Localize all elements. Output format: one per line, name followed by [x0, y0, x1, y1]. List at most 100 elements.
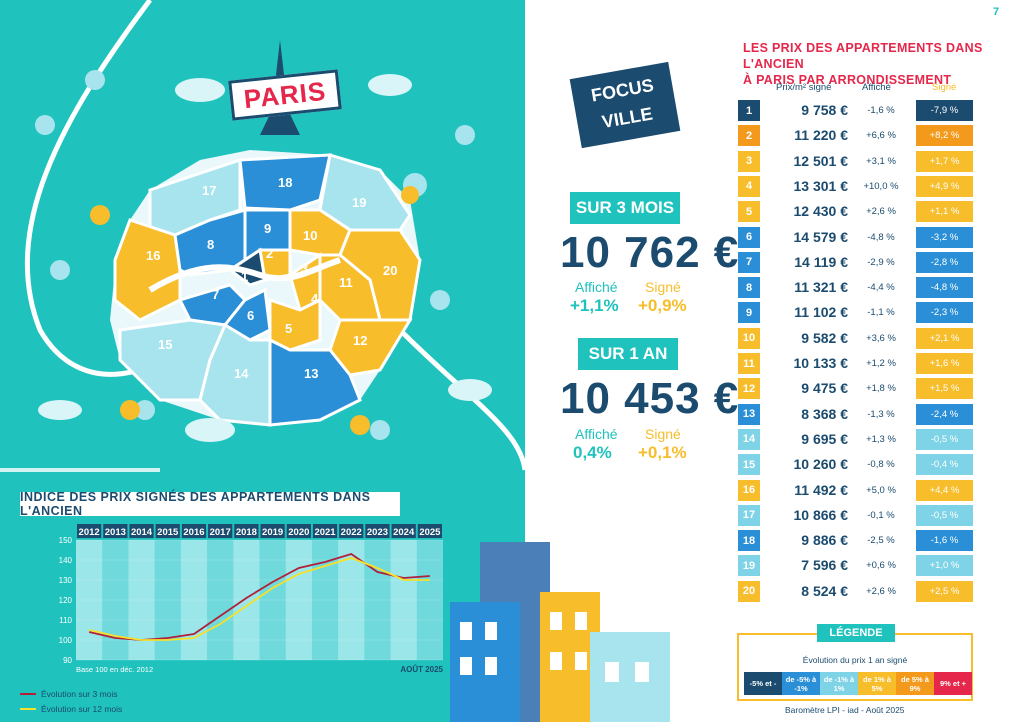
signe-value: -2,3 % [916, 302, 973, 324]
affiche-value: +6,6 % [866, 130, 896, 142]
svg-text:7: 7 [212, 287, 219, 302]
table-row: 17 10 866 € -0,1 % -0,5 % [738, 504, 973, 526]
one-year-signe-label: Signé [645, 426, 681, 442]
chart-legend: Évolution sur 3 mois Évolution sur 12 mo… [20, 686, 220, 716]
affiche-value: -2,5 % [867, 535, 895, 547]
arrondissement-number: 2 [738, 125, 760, 147]
signe-value: +8,2 % [916, 125, 973, 147]
price-value: 12 430 € [793, 203, 849, 220]
price-value: 8 368 € [801, 405, 848, 422]
price-value: 11 220 € [794, 127, 848, 144]
price-value: 10 133 € [793, 355, 849, 371]
table-row: 10 9 582 € +3,6 % +2,1 % [738, 327, 973, 349]
x-tick-label: 2020 [288, 527, 309, 538]
y-tick-label: 90 [63, 656, 72, 665]
table-row: 16 11 492 € +5,0 % +4,4 % [738, 479, 973, 501]
year-header-cell [312, 524, 338, 538]
year-header-cell [129, 524, 154, 538]
arrondissement-number: 11 [738, 353, 760, 374]
x-tick-label: 2017 [210, 527, 231, 538]
year-band [76, 540, 103, 660]
arrondissement-number: 20 [738, 580, 760, 602]
x-tick-label: 2023 [367, 527, 388, 538]
signe-value: -0,5 % [916, 504, 973, 526]
affiche-value: +1,8 % [866, 383, 896, 395]
table-row: 15 10 260 € -0,8 % -0,4 % [738, 454, 973, 476]
arrondissement-number: 8 [738, 277, 760, 299]
svg-text:16: 16 [146, 248, 160, 263]
chart-title: INDICE DES PRIX SIGNÉS DES APPARTEMENTS … [20, 490, 371, 518]
svg-text:5: 5 [285, 321, 292, 336]
svg-text:1: 1 [241, 269, 248, 284]
price-value: 9 695 € [801, 430, 848, 447]
three-months-signe-value: +0,9% [638, 296, 687, 315]
x-tick-label: 2019 [262, 527, 283, 538]
price-index-chart: 2012 2013 2014 2015 2016 2017 2018 2019 2020 2021… [59, 524, 444, 674]
table-row: 3 12 501 € +3,1 % +1,7 % [738, 150, 973, 172]
table-row: 20 8 524 € +2,6 % +2,5 % [738, 580, 973, 602]
svg-text:18: 18 [278, 175, 292, 190]
arrondissement-number: 14 [738, 428, 760, 450]
col-header-signe: Signé [932, 82, 957, 93]
arrondissement-number: 9 [738, 302, 760, 324]
svg-text:11: 11 [339, 275, 353, 290]
table-row: 9 11 102 € -1,1 % -2,3 % [738, 302, 973, 324]
table-row: 11 10 133 € +1,2 % +1,6 % [738, 353, 973, 374]
affiche-value: -4,8 % [867, 231, 895, 243]
y-tick-label: 100 [59, 636, 73, 645]
svg-text:6: 6 [247, 308, 254, 323]
legend-swatch-item: de -5% à -1% [782, 672, 820, 695]
table-row: 5 12 430 € +2,6 % +1,1 % [738, 201, 973, 223]
affiche-value: -1,1 % [867, 307, 895, 319]
arrondissement-number: 13 [738, 403, 760, 425]
price-value: 12 501 € [793, 152, 849, 169]
year-header-cell [234, 524, 259, 538]
legend-swatch-item: de 1% à 5% [858, 672, 896, 695]
table-title-line1: LES PRIX DES APPARTEMENTS DANS L'ANCIEN [743, 41, 983, 71]
year-header-cell [286, 524, 311, 538]
table-row: 14 9 695 € +1,3 % -0,5 % [738, 428, 973, 450]
signe-value: -0,4 % [916, 454, 973, 476]
price-value: 9 582 € [801, 329, 848, 346]
three-months-affiche-label: Affiché [575, 279, 618, 295]
table-row: 1 9 758 € -1,6 % -7,9 % [738, 100, 973, 121]
price-value: 9 886 € [801, 532, 848, 549]
year-header-cell [339, 524, 364, 538]
one-year-affiche-value: 0,4% [573, 443, 612, 462]
x-tick-label: 2022 [341, 527, 362, 538]
affiche-value: -0,8 % [867, 459, 895, 471]
arrondissement-number: 19 [738, 555, 760, 577]
year-header-cell [417, 524, 442, 538]
signe-value: -2,4 % [916, 403, 973, 425]
legend-swatch-item: de 5% à 9% [896, 672, 934, 695]
col-header-price: Prix/m² signé [776, 82, 832, 93]
svg-text:2: 2 [266, 246, 273, 261]
x-tick-label: 2024 [393, 527, 415, 538]
affiche-value: +1,2 % [866, 358, 896, 369]
legend-title: LÉGENDE [817, 624, 895, 642]
x-tick-label: 2013 [105, 527, 126, 538]
year-header-cell [391, 524, 416, 538]
affiche-value: +2,6 % [866, 585, 896, 597]
svg-text:19: 19 [352, 195, 366, 210]
price-value: 14 579 € [793, 228, 849, 245]
table-row: 18 9 886 € -2,5 % -1,6 % [738, 530, 973, 552]
legend-swatch [20, 692, 36, 695]
signe-value: +2,5 % [916, 580, 973, 602]
affiche-value: +3,1 % [866, 155, 896, 167]
svg-text:20: 20 [383, 263, 397, 278]
table-title: LES PRIX DES APPARTEMENTS DANS L'ANCIEN … [743, 40, 1024, 88]
table-row: 4 13 301 € +10,0 % +4,9 % [738, 175, 973, 197]
svg-text:4: 4 [311, 291, 319, 306]
year-header-cell [155, 524, 180, 538]
chart-note-date: AOÛT 2025 [400, 665, 443, 674]
x-tick-label: 2016 [183, 527, 204, 538]
signe-value: -3,2 % [916, 226, 973, 248]
signe-value: +4,9 % [916, 175, 973, 197]
x-tick-label: 2018 [236, 527, 257, 538]
affiche-value: +10,0 % [863, 180, 899, 192]
arrondissement-number: 18 [738, 530, 760, 552]
series-line-12mois [88, 557, 430, 641]
year-header-cell [77, 524, 102, 538]
